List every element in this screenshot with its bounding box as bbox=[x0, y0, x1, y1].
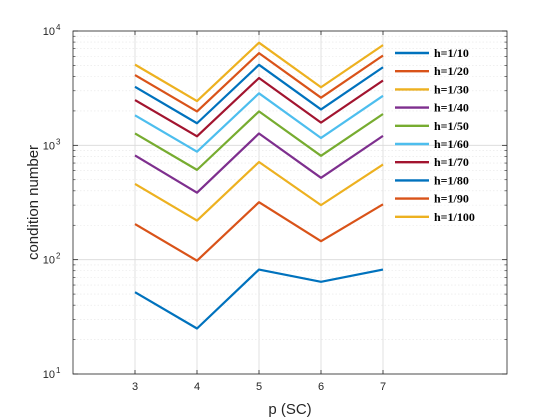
y-tick-exponent: 3 bbox=[56, 137, 61, 146]
legend-label: h=1/30 bbox=[434, 82, 469, 96]
x-tick-label: 4 bbox=[194, 381, 200, 393]
y-axis-label: condition number bbox=[25, 145, 42, 260]
y-tick-base: 10 bbox=[43, 255, 55, 267]
y-tick-base: 10 bbox=[43, 140, 55, 152]
y-tick-base: 10 bbox=[43, 369, 55, 381]
legend-label: h=1/40 bbox=[434, 101, 469, 115]
legend-label: h=1/60 bbox=[434, 137, 469, 151]
y-tick-label: 10 bbox=[43, 26, 55, 38]
legend-label: h=1/50 bbox=[434, 119, 469, 133]
y-tick-label: 10 bbox=[43, 140, 55, 152]
legend-label: h=1/20 bbox=[434, 64, 469, 78]
y-tick-label: 10 bbox=[43, 369, 55, 381]
legend-label: h=1/70 bbox=[434, 155, 469, 169]
x-tick-label: 3 bbox=[132, 381, 138, 393]
y-tick-label: 10 bbox=[43, 255, 55, 267]
legend-label: h=1/10 bbox=[434, 46, 469, 60]
axes-box bbox=[72, 30, 508, 375]
legend-label: h=1/100 bbox=[434, 210, 475, 224]
legend-label: h=1/90 bbox=[434, 192, 469, 206]
y-tick-exponent: 4 bbox=[56, 23, 61, 32]
y-tick-exponent: 2 bbox=[56, 252, 61, 261]
legend: h=1/10 h=1/20 h=1/30 h=1/40 h=1/50 h=1/60 h=1/… bbox=[395, 46, 475, 224]
y-tick-exponent: 1 bbox=[56, 366, 61, 375]
x-tick-label: 6 bbox=[318, 381, 324, 393]
series-group bbox=[134, 41, 384, 330]
legend-label: h=1/80 bbox=[434, 173, 469, 187]
y-tick-base: 10 bbox=[43, 26, 55, 38]
x-tick-label: 7 bbox=[380, 381, 386, 393]
x-axis-label: p (SC) bbox=[268, 401, 311, 418]
x-tick-label: 5 bbox=[256, 381, 262, 393]
